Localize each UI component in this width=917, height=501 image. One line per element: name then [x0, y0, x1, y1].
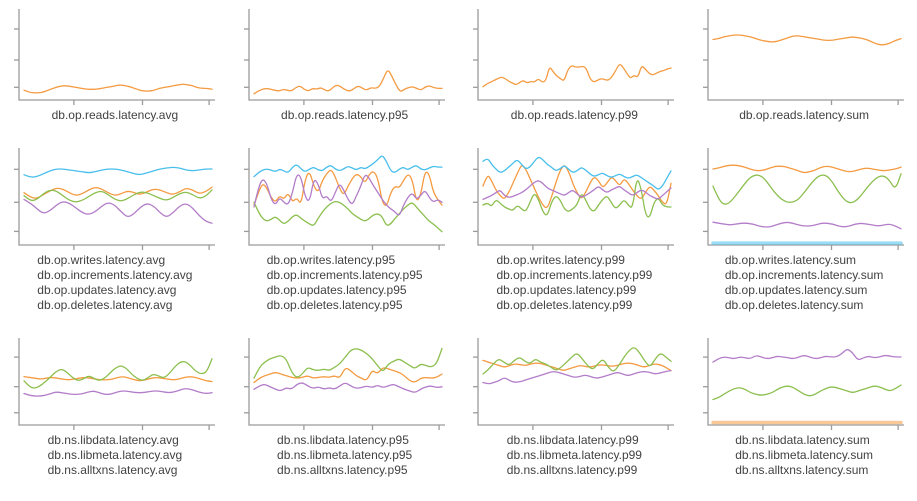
- chart-labels: db.op.reads.latency.p99: [511, 108, 638, 123]
- metric-label: db.op.increments.latency.sum: [724, 268, 884, 282]
- metric-label: db.op.updates.latency.p99: [496, 283, 637, 297]
- metric-label: db.op.reads.latency.sum: [739, 108, 870, 122]
- line-chart[interactable]: [12, 335, 218, 431]
- line-chart[interactable]: [471, 145, 677, 251]
- chart-labels: db.op.writes.latency.p99 db.op.increments…: [496, 253, 652, 313]
- metric-label: db.ns.libmeta.latency.sum: [735, 448, 874, 462]
- chart-labels: db.ns.libdata.latency.avg db.ns.libmeta.l…: [48, 433, 183, 478]
- chart-labels: db.op.reads.latency.p95: [281, 108, 408, 123]
- metric-label: db.op.updates.latency.sum: [724, 283, 868, 297]
- line-chart[interactable]: [12, 145, 218, 251]
- chart-labels: db.op.reads.latency.sum: [739, 108, 869, 123]
- chart-labels: db.ns.libdata.latency.sum db.ns.libmeta.l…: [735, 433, 873, 478]
- metric-label: db.op.writes.latency.avg: [37, 253, 166, 267]
- metric-label: db.op.reads.latency.p95: [281, 108, 409, 122]
- line-chart[interactable]: [242, 145, 448, 251]
- metric-label: db.ns.libmeta.latency.p99: [506, 448, 642, 462]
- line-chart[interactable]: [701, 145, 907, 251]
- line-chart[interactable]: [471, 6, 677, 106]
- metric-label: db.op.updates.latency.avg: [37, 283, 177, 297]
- charts-grid: db.op.reads.latency.avg db.op.reads.late…: [8, 6, 911, 478]
- chart-cell: db.op.writes.latency.sum db.op.increments…: [697, 145, 911, 313]
- chart-cell: db.op.writes.latency.p99 db.op.increments…: [468, 145, 682, 313]
- chart-cell: db.op.writes.latency.avg db.op.increments…: [8, 145, 222, 313]
- chart-labels: db.op.writes.latency.sum db.op.increments…: [725, 253, 884, 313]
- chart-labels: db.ns.libdata.latency.p95 db.ns.libmeta.l…: [277, 433, 412, 478]
- metric-label: db.op.deletes.latency.p99: [496, 298, 633, 312]
- line-chart[interactable]: [701, 6, 907, 106]
- metric-label: db.ns.libmeta.latency.p95: [277, 448, 413, 462]
- metric-label: db.op.increments.latency.p99: [496, 268, 653, 282]
- metric-label: db.op.writes.latency.p99: [496, 253, 625, 267]
- chart-labels: db.op.writes.latency.p95 db.op.increments…: [267, 253, 423, 313]
- metric-label: db.op.deletes.latency.avg: [37, 298, 173, 312]
- metric-label: db.op.writes.latency.p95: [266, 253, 396, 267]
- line-chart[interactable]: [242, 6, 448, 106]
- metric-label: db.op.reads.latency.avg: [51, 108, 179, 122]
- chart-cell: db.op.reads.latency.p95: [238, 6, 452, 123]
- chart-cell: db.ns.libdata.latency.sum db.ns.libmeta.l…: [697, 335, 911, 478]
- chart-cell: db.ns.libdata.latency.p99 db.ns.libmeta.l…: [468, 335, 682, 478]
- chart-labels: db.op.reads.latency.avg: [52, 108, 179, 123]
- metric-label: db.op.reads.latency.p99: [510, 108, 638, 122]
- metric-label: db.ns.alltxns.latency.avg: [47, 463, 178, 477]
- line-chart[interactable]: [242, 335, 448, 431]
- metric-label: db.ns.alltxns.latency.p99: [506, 463, 638, 477]
- metric-label: db.ns.alltxns.latency.p95: [277, 463, 408, 477]
- chart-labels: db.op.writes.latency.avg db.op.increments…: [37, 253, 192, 313]
- metric-label: db.ns.libdata.latency.p95: [277, 433, 409, 447]
- line-chart[interactable]: [701, 335, 907, 431]
- metric-label: db.op.deletes.latency.p95: [266, 298, 403, 312]
- metric-label: db.op.increments.latency.p95: [266, 268, 423, 282]
- metric-label: db.op.writes.latency.sum: [724, 253, 857, 267]
- metric-label: db.ns.libdata.latency.p99: [506, 433, 639, 447]
- metric-label: db.ns.alltxns.latency.sum: [735, 463, 869, 477]
- metric-label: db.ns.libdata.latency.avg: [47, 433, 179, 447]
- chart-labels: db.ns.libdata.latency.p99 db.ns.libmeta.l…: [507, 433, 642, 478]
- chart-cell: db.op.writes.latency.p95 db.op.increments…: [238, 145, 452, 313]
- line-chart[interactable]: [12, 6, 218, 106]
- chart-cell: db.op.reads.latency.sum: [697, 6, 911, 123]
- chart-cell: db.ns.libdata.latency.avg db.ns.libmeta.l…: [8, 335, 222, 478]
- metric-label: db.op.deletes.latency.sum: [724, 298, 864, 312]
- chart-cell: db.op.reads.latency.p99: [468, 6, 682, 123]
- metric-label: db.op.increments.latency.avg: [37, 268, 193, 282]
- chart-cell: db.ns.libdata.latency.p95 db.ns.libmeta.l…: [238, 335, 452, 478]
- chart-cell: db.op.reads.latency.avg: [8, 6, 222, 123]
- metric-label: db.ns.libmeta.latency.avg: [47, 448, 183, 462]
- metric-label: db.ns.libdata.latency.sum: [735, 433, 870, 447]
- line-chart[interactable]: [471, 335, 677, 431]
- metric-label: db.op.updates.latency.p95: [266, 283, 407, 297]
